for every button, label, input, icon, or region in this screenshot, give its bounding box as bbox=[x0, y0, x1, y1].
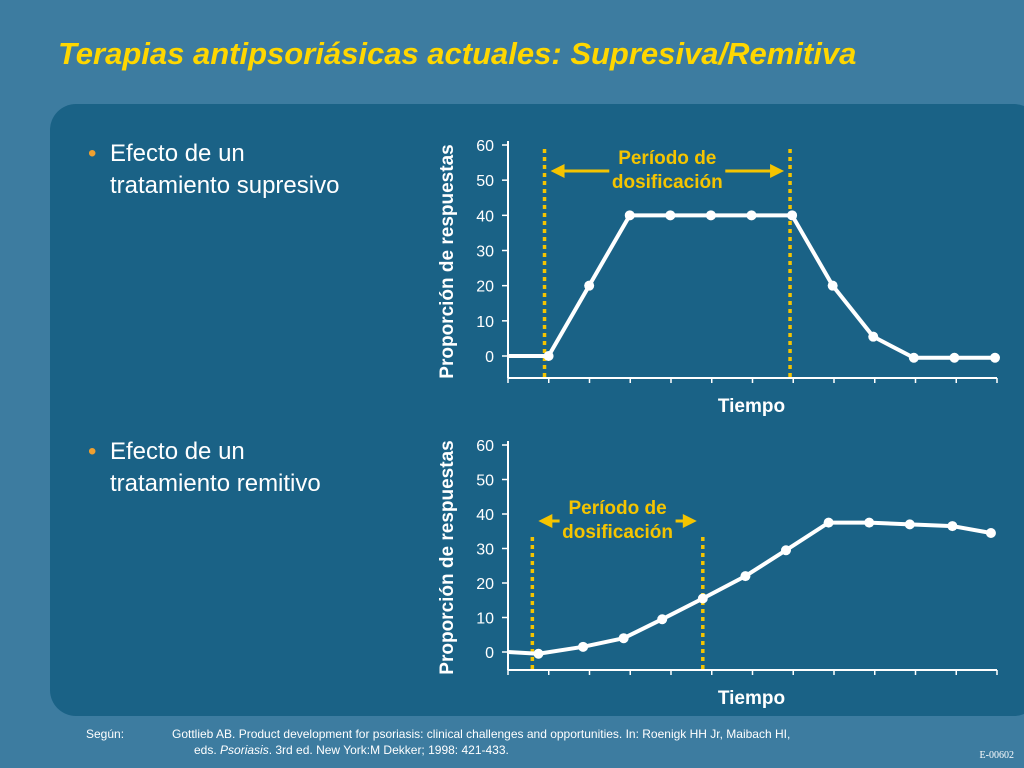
dosing-period-label: dosificación bbox=[612, 172, 723, 193]
dosing-period-label: dosificación bbox=[562, 522, 673, 543]
arrowhead-left-icon bbox=[550, 164, 565, 178]
bullet-text: Efecto de un tratamiento remitivo bbox=[110, 438, 321, 497]
chart-2: 0 10 20 30 40 50 60 Tiempo Proporción de respues… bbox=[437, 438, 998, 709]
y-tick-label: 10 bbox=[476, 611, 494, 628]
slide-code: E-00602 bbox=[979, 750, 1014, 761]
data-point bbox=[787, 210, 798, 221]
data-point bbox=[665, 210, 676, 221]
arrowhead-right-icon bbox=[682, 514, 697, 528]
data-point bbox=[908, 352, 919, 363]
data-point bbox=[823, 517, 834, 528]
bullet-dot-icon: • bbox=[88, 140, 97, 167]
arrowhead-right-icon bbox=[770, 164, 785, 178]
data-point bbox=[624, 210, 635, 221]
citation-prefix: eds. bbox=[194, 743, 221, 757]
y-tick-label: 20 bbox=[476, 279, 494, 296]
bullet-text: Efecto de un tratamiento supresivo bbox=[110, 140, 340, 199]
y-tick-label: 50 bbox=[476, 173, 494, 190]
y-tick-label: 60 bbox=[476, 138, 494, 155]
citation-line-1: Gottlieb AB. Product development for pso… bbox=[172, 727, 791, 741]
dosing-period-label: Período de bbox=[568, 498, 666, 519]
bullet-remittive: • Efecto de un tratamiento remitivo bbox=[88, 436, 348, 500]
y-tick-label: 30 bbox=[476, 244, 494, 261]
data-point bbox=[543, 351, 554, 361]
slide-title: Terapias antipsoriásicas actuales: Supre… bbox=[58, 36, 857, 71]
data-point bbox=[705, 210, 716, 221]
y-tick-label: 40 bbox=[476, 507, 494, 524]
data-point bbox=[533, 648, 544, 659]
y-tick-label: 20 bbox=[476, 576, 494, 593]
y-tick-label: 50 bbox=[476, 473, 494, 490]
data-point bbox=[864, 517, 875, 528]
y-tick-label: 40 bbox=[476, 208, 494, 225]
data-point bbox=[746, 210, 757, 221]
y-axis-label: Proporción de respuestas bbox=[437, 144, 458, 378]
content-panel bbox=[50, 104, 1024, 716]
data-point bbox=[990, 352, 1000, 363]
data-point bbox=[949, 352, 960, 363]
citation-book-title: Psoriasis bbox=[220, 743, 269, 757]
data-point bbox=[985, 527, 996, 538]
x-axis-label: Tiempo bbox=[718, 396, 785, 417]
series-line bbox=[508, 213, 995, 360]
citation-line-2: eds. Psoriasis. 3rd ed. New York:M Dekke… bbox=[194, 742, 509, 758]
bullet-dot-icon: • bbox=[88, 438, 97, 465]
data-point bbox=[904, 519, 915, 530]
data-point bbox=[584, 280, 595, 291]
citation-suffix: . 3rd ed. New York:M Dekker; 1998: 421-4… bbox=[268, 743, 509, 757]
arrowhead-left-icon bbox=[538, 514, 553, 528]
data-point bbox=[780, 545, 791, 556]
y-tick-label: 60 bbox=[476, 438, 494, 455]
data-point bbox=[578, 641, 589, 652]
bullet-suppressive: • Efecto de un tratamiento supresivo bbox=[88, 138, 348, 202]
data-point bbox=[868, 331, 879, 342]
y-axis-label: Proporción de respuestas bbox=[437, 440, 458, 674]
y-tick-label: 10 bbox=[476, 314, 494, 331]
data-point bbox=[947, 521, 958, 532]
dosing-period-label: Período de bbox=[618, 148, 716, 169]
data-point bbox=[827, 280, 838, 291]
data-point bbox=[618, 633, 629, 644]
chart-1: 0 10 20 30 40 50 60 Tiempo Proporción de respues… bbox=[437, 138, 1000, 417]
y-tick-label: 30 bbox=[476, 542, 494, 559]
y-tick-label: 0 bbox=[485, 349, 494, 366]
citation-label: Según: bbox=[86, 727, 125, 741]
data-point bbox=[740, 571, 751, 582]
data-point bbox=[657, 614, 668, 625]
x-axis-label: Tiempo bbox=[718, 688, 785, 709]
y-tick-label: 0 bbox=[485, 645, 494, 662]
data-point bbox=[697, 593, 708, 604]
